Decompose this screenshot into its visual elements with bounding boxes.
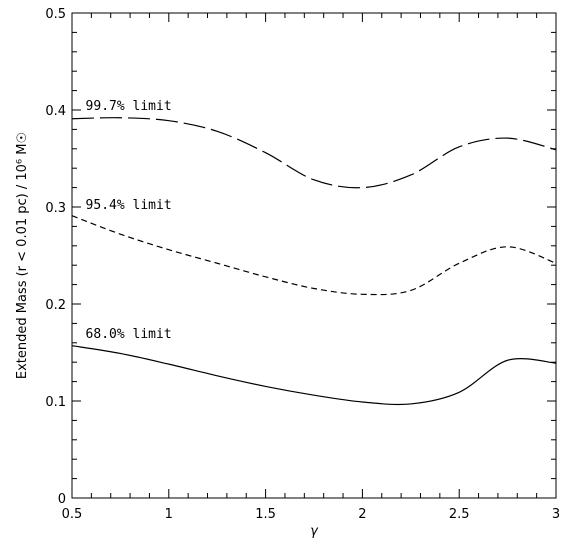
- axis-ticks: 0.5 1 1.5 2 2.5 3 0 0.1 0.2 0.3 0.4 0.5: [45, 7, 560, 522]
- x-tick-label: 2: [358, 507, 366, 522]
- series-label-3: 68.0% limit: [86, 327, 172, 342]
- series-group: [71, 117, 557, 406]
- y-tick-label: 0.2: [45, 298, 66, 313]
- series-line-2: [71, 215, 557, 296]
- series-line-3: [71, 345, 557, 406]
- y-axis-title: Extended Mass (r < 0.01 pc) / 10⁶ M☉: [15, 132, 30, 379]
- series-label-1: 99.7% limit: [86, 99, 172, 114]
- y-tick-label: 0.4: [45, 104, 66, 119]
- x-tick-label: 1: [165, 507, 173, 522]
- series-labels: 99.7% limit 95.4% limit 68.0% limit: [86, 99, 172, 342]
- x-tick-label: 1.5: [255, 507, 276, 522]
- x-axis-title: γ: [310, 524, 319, 539]
- x-tick-label: 2.5: [449, 507, 470, 522]
- x-tick-label: 0.5: [62, 507, 83, 522]
- series-line-1: [71, 117, 557, 189]
- series-label-2: 95.4% limit: [86, 198, 172, 213]
- y-tick-label: 0.3: [45, 201, 66, 216]
- plot-frame: [71, 12, 557, 499]
- y-tick-label: 0.1: [45, 395, 66, 410]
- y-tick-label: 0: [58, 492, 66, 507]
- y-tick-label: 0.5: [45, 7, 66, 22]
- plot-border: [71, 12, 557, 499]
- x-tick-label: 3: [552, 507, 560, 522]
